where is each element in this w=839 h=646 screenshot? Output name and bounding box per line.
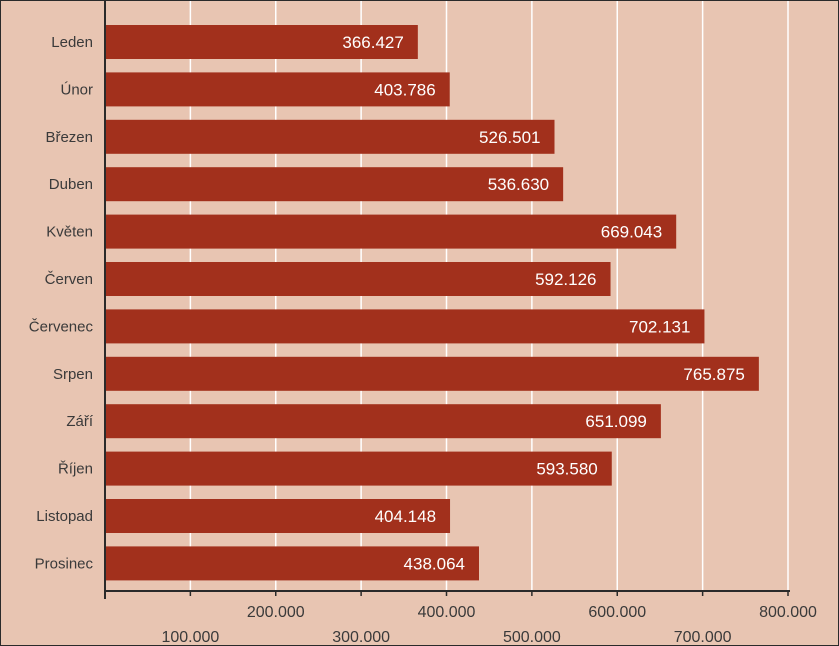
bar-3 [105,167,564,202]
category-label-10: Listopad [36,508,93,525]
category-label-3: Duben [49,176,93,193]
value-label-8: 651.099 [585,412,646,431]
value-labels: 366.427 403.786 526.501 536.630 669.043 592.1… [342,33,744,573]
value-label-5: 592.126 [535,270,596,289]
x-tick-label-5: 600.000 [588,604,646,621]
x-tick-labels: 100.000 200.000 300.000 400.000 500.000 600.0… [161,604,817,646]
value-label-6: 702.131 [629,317,690,336]
category-label-2: Březen [45,129,93,146]
x-tick-label-1: 200.000 [247,604,305,621]
category-label-7: Srpen [53,366,93,383]
bar-10 [105,499,451,533]
value-label-7: 765.875 [683,365,744,384]
x-tick-label-2: 300.000 [332,629,390,646]
category-label-9: Říjen [58,461,93,478]
category-label-8: Září [66,413,94,430]
value-label-4: 669.043 [601,223,662,242]
bar-1 [105,72,450,107]
bar-6 [105,309,705,344]
value-label-10: 404.148 [375,507,436,526]
value-label-1: 403.786 [374,80,435,99]
x-tick-label-3: 400.000 [418,604,476,621]
x-tick-label-6: 700.000 [674,629,732,646]
category-label-0: Leden [51,34,93,51]
bar-0 [105,25,418,59]
value-label-0: 366.427 [342,33,403,52]
category-labels: Leden Únor Březen Duben Květen Červen Červenec… [29,34,94,572]
bar-11 [105,546,479,581]
bar-8 [105,404,661,439]
bars [105,25,759,581]
category-label-4: Květen [46,224,93,241]
category-label-1: Únor [60,81,93,98]
category-label-11: Prosinec [35,555,94,572]
bar-5 [105,262,611,296]
x-tick-label-0: 100.000 [161,629,219,646]
value-label-11: 438.064 [404,554,465,573]
x-tick-label-7: 800.000 [759,604,817,621]
bar-4 [105,214,677,249]
value-label-3: 536.630 [488,175,549,194]
category-label-5: Červen [45,271,93,288]
value-label-9: 593.580 [536,460,597,479]
x-tick-label-4: 500.000 [503,629,561,646]
value-label-2: 526.501 [479,128,540,147]
bar-9 [105,451,612,486]
bar-7 [105,356,759,391]
category-label-6: Červenec [29,318,94,335]
bar-2 [105,119,555,154]
x-axis [104,1,790,599]
